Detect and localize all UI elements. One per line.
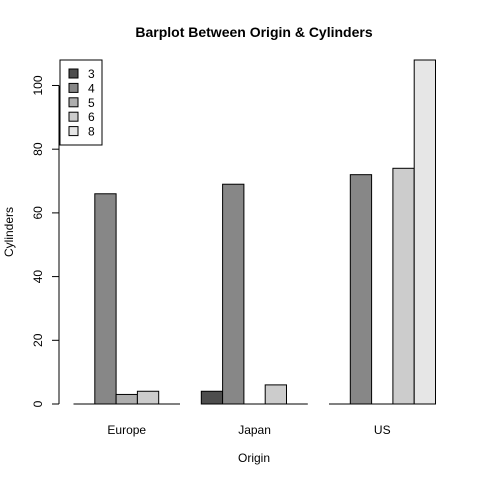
y-tick-label: 40 xyxy=(31,270,45,284)
legend-label-6: 6 xyxy=(88,110,95,124)
y-axis-label: Cylinders xyxy=(2,207,16,257)
x-tick-label-europe: Europe xyxy=(107,423,146,437)
legend-label-4: 4 xyxy=(88,81,95,95)
y-tick-label: 100 xyxy=(31,75,45,95)
x-axis-label: Origin xyxy=(238,451,270,465)
x-tick-label-us: US xyxy=(374,423,391,437)
y-axis: 0 20 40 60 80 100 xyxy=(31,75,60,407)
legend-box xyxy=(59,59,103,146)
legend-label-8: 8 xyxy=(88,125,95,139)
bar-europe-cyl-4 xyxy=(94,193,117,405)
bars-group xyxy=(73,59,437,405)
legend-swatch-3 xyxy=(68,68,79,79)
bar-us-cyl-8 xyxy=(413,59,437,405)
y-tick-label: 80 xyxy=(31,142,45,156)
legend-label-5: 5 xyxy=(88,96,95,110)
bar-japan-cyl-3 xyxy=(200,390,224,405)
bar-japan-cyl-4 xyxy=(222,183,245,405)
y-tick-label: 0 xyxy=(31,400,45,407)
bar-europe-cyl-6 xyxy=(136,390,160,405)
legend-swatch-6 xyxy=(68,111,79,122)
chart-title: Barplot Between Origin & Cylinders xyxy=(135,24,372,40)
bar-europe-cyl-5 xyxy=(115,393,138,405)
x-tick-labels: Europe Japan US xyxy=(107,423,390,437)
bar-us-cyl-6 xyxy=(392,167,415,405)
legend-label-3: 3 xyxy=(88,67,95,81)
legend-swatch-5 xyxy=(68,97,79,108)
x-tick-label-japan: Japan xyxy=(238,423,271,437)
legend-swatch-4 xyxy=(68,82,79,93)
bar-us-cyl-4 xyxy=(349,174,373,405)
legend-swatch-8 xyxy=(68,126,79,137)
y-tick-label: 60 xyxy=(31,206,45,220)
y-tick-label: 20 xyxy=(31,333,45,347)
bar-japan-cyl-6 xyxy=(264,384,288,405)
